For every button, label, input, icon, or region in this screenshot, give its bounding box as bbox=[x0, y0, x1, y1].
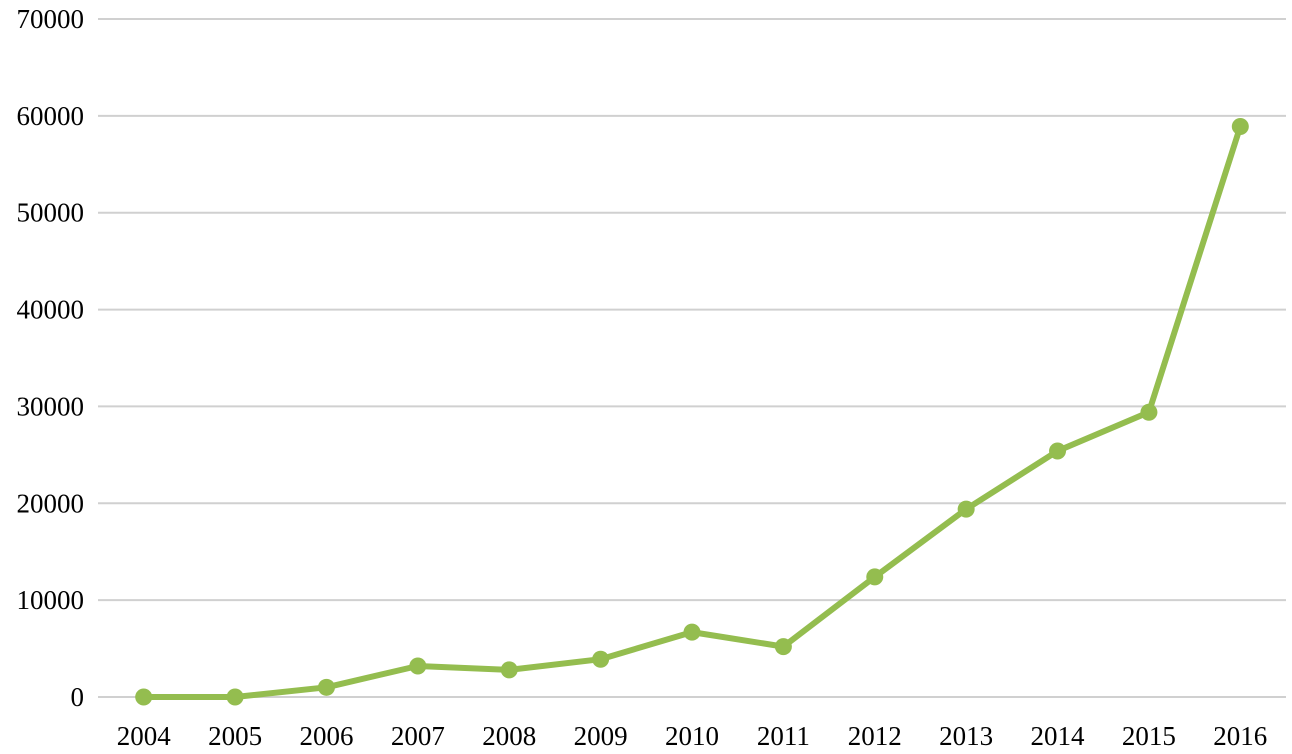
x-tick-label: 2015 bbox=[1122, 721, 1176, 751]
x-tick-label: 2011 bbox=[757, 721, 810, 751]
x-tick-label: 2008 bbox=[482, 721, 536, 751]
x-tick-label: 2014 bbox=[1031, 721, 1086, 751]
series-group bbox=[135, 118, 1249, 706]
data-point bbox=[135, 688, 153, 706]
y-tick-label: 70000 bbox=[17, 4, 85, 34]
data-point bbox=[1140, 403, 1158, 421]
gridlines bbox=[98, 18, 1286, 698]
x-tick-label: 2009 bbox=[574, 721, 628, 751]
data-point bbox=[226, 688, 244, 706]
x-tick-label: 2006 bbox=[299, 721, 353, 751]
data-point bbox=[317, 678, 335, 696]
y-tick-label: 0 bbox=[71, 682, 85, 712]
data-point bbox=[500, 661, 518, 679]
y-tick-label: 10000 bbox=[17, 585, 85, 615]
x-tick-label: 2012 bbox=[848, 721, 902, 751]
data-point bbox=[866, 568, 884, 586]
y-tick-label: 30000 bbox=[17, 391, 85, 421]
data-point bbox=[957, 500, 975, 518]
y-axis-tick-labels: 0 10000 20000 30000 40000 50000 60000 70000 bbox=[17, 4, 85, 712]
data-point bbox=[1231, 118, 1249, 136]
x-axis-tick-labels: 2004 2005 2006 2007 2008 2009 2010 2011 2012 2013… bbox=[117, 721, 1268, 751]
y-tick-label: 50000 bbox=[17, 198, 85, 228]
y-tick-label: 60000 bbox=[17, 101, 85, 131]
y-tick-label: 40000 bbox=[17, 295, 85, 325]
data-point bbox=[683, 623, 701, 641]
x-tick-label: 2016 bbox=[1213, 721, 1267, 751]
data-point bbox=[592, 650, 610, 668]
x-tick-label: 2004 bbox=[117, 721, 172, 751]
x-tick-label: 2010 bbox=[665, 721, 719, 751]
data-point bbox=[409, 657, 427, 675]
x-tick-label: 2013 bbox=[939, 721, 993, 751]
data-point bbox=[774, 638, 792, 656]
x-tick-label: 2005 bbox=[208, 721, 262, 751]
x-tick-label: 2007 bbox=[391, 721, 445, 751]
y-tick-label: 20000 bbox=[17, 488, 85, 518]
data-point bbox=[1049, 442, 1067, 460]
